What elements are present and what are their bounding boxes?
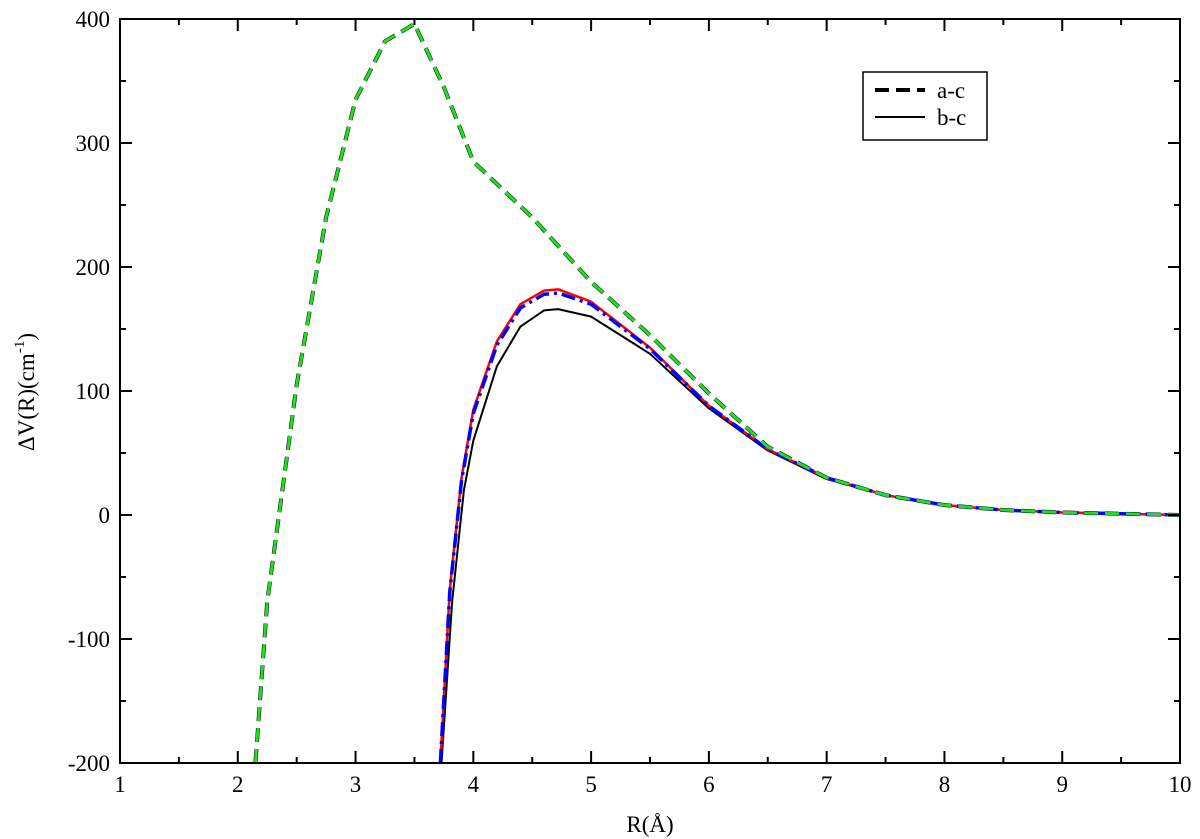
y-tick-label: -200 bbox=[68, 751, 110, 776]
x-tick-label: 6 bbox=[703, 772, 715, 797]
x-tick-label: 7 bbox=[821, 772, 833, 797]
y-tick-label: 400 bbox=[76, 7, 111, 32]
plot-frame bbox=[119, 18, 1181, 764]
x-axis-label: R(Å) bbox=[626, 812, 673, 837]
y-label-suffix: ) bbox=[14, 333, 39, 341]
legend-label: a-c bbox=[937, 78, 965, 103]
x-tick-label: 5 bbox=[585, 772, 597, 797]
y-tick-label: 200 bbox=[76, 255, 111, 280]
x-tick-label: 3 bbox=[350, 772, 362, 797]
x-tick-label: 10 bbox=[1169, 772, 1192, 797]
series-line bbox=[253, 21, 1180, 763]
y-tick-label: -100 bbox=[68, 627, 110, 652]
plot-area bbox=[253, 21, 1180, 763]
series-line bbox=[440, 308, 1180, 763]
series-line bbox=[438, 291, 1180, 763]
y-tick-label: 100 bbox=[76, 379, 111, 404]
legend-label: b-c bbox=[937, 105, 966, 130]
legend-box bbox=[862, 71, 988, 141]
y-label-text: ΔV(R)(cm bbox=[14, 353, 39, 451]
y-tick-label: 0 bbox=[99, 503, 111, 528]
x-tick-label: 1 bbox=[114, 772, 126, 797]
y-tick-label: 300 bbox=[76, 131, 111, 156]
series-line bbox=[439, 288, 1180, 763]
y-label-superscript: -1 bbox=[12, 341, 28, 354]
y-axis-label: ΔV(R)(cm-1) bbox=[12, 333, 39, 451]
x-tick-label: 2 bbox=[232, 772, 244, 797]
x-tick-label: 9 bbox=[1056, 772, 1068, 797]
x-tick-label: 8 bbox=[939, 772, 951, 797]
x-tick-label: 4 bbox=[468, 772, 480, 797]
series-line bbox=[253, 22, 1180, 763]
